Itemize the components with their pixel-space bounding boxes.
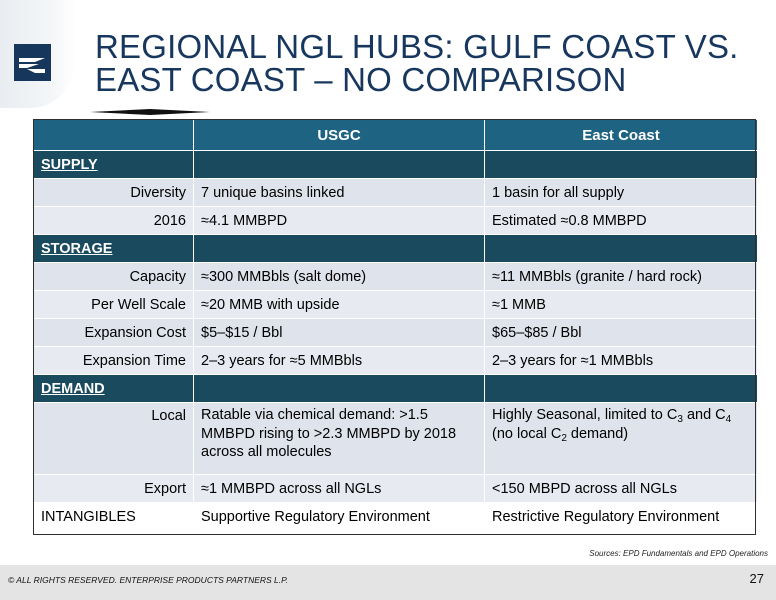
row-label: INTANGIBLES bbox=[33, 502, 194, 531]
east-cell: Restrictive Regulatory Environment bbox=[484, 502, 758, 531]
row-label: Local bbox=[33, 402, 194, 475]
section-blank-cell bbox=[484, 374, 758, 403]
section-row-demand: DEMAND bbox=[33, 374, 758, 403]
table-row: Export ≈1 MMBPD across all NGLs <150 MBP… bbox=[33, 474, 758, 503]
section-row-storage: STORAGE bbox=[33, 234, 758, 263]
page-number: 27 bbox=[749, 571, 764, 586]
section-blank-cell bbox=[193, 150, 485, 179]
header-east-coast: East Coast bbox=[484, 119, 758, 151]
east-cell: <150 MBPD across all NGLs bbox=[484, 474, 758, 503]
table-row: Per Well Scale ≈20 MMB with upside ≈1 MM… bbox=[33, 290, 758, 319]
subscript: 2 bbox=[561, 432, 567, 444]
section-row-supply: SUPPLY bbox=[33, 150, 758, 179]
east-text: and C bbox=[682, 407, 726, 423]
row-label: Diversity bbox=[33, 178, 194, 207]
sources-note: Sources: EPD Fundamentals and EPD Operat… bbox=[589, 549, 768, 558]
east-cell: Highly Seasonal, limited to C3 and C4 (no… bbox=[484, 402, 758, 475]
east-cell: ≈11 MMBbls (granite / hard rock) bbox=[484, 262, 758, 291]
east-text: (no local C bbox=[492, 425, 562, 442]
section-blank-cell bbox=[484, 234, 758, 263]
east-cell: Estimated ≈0.8 MMBPD bbox=[484, 206, 758, 235]
header-usgc: USGC bbox=[193, 119, 485, 151]
east-text: demand) bbox=[566, 425, 629, 442]
usgc-cell: Ratable via chemical demand: >1.5 MMBPD … bbox=[193, 402, 485, 475]
usgc-cell: ≈4.1 MMBPD bbox=[193, 206, 485, 235]
section-label-supply: SUPPLY bbox=[33, 150, 194, 179]
east-cell: 1 basin for all supply bbox=[484, 178, 758, 207]
title-underline bbox=[90, 109, 210, 115]
section-blank-cell bbox=[484, 150, 758, 179]
east-cell: 2–3 years for ≈1 MMBbls bbox=[484, 346, 758, 375]
subscript: 4 bbox=[725, 414, 732, 425]
section-label-demand: DEMAND bbox=[33, 374, 194, 403]
title-line-1: REGIONAL NGL HUBS: GULF COAST VS. bbox=[95, 28, 739, 65]
table-row: 2016 ≈4.1 MMBPD Estimated ≈0.8 MMBPD bbox=[33, 206, 758, 235]
usgc-cell: 7 unique basins linked bbox=[193, 178, 485, 207]
subscript: 3 bbox=[677, 414, 683, 425]
usgc-cell: $5–$15 / Bbl bbox=[193, 318, 485, 347]
usgc-cell: ≈20 MMB with upside bbox=[193, 290, 485, 319]
row-label: 2016 bbox=[33, 206, 194, 235]
lightning-logo-icon bbox=[19, 58, 45, 73]
row-label: Capacity bbox=[33, 262, 194, 291]
table-row: Expansion Cost $5–$15 / Bbl $65–$85 / Bb… bbox=[33, 318, 758, 347]
section-blank-cell bbox=[193, 374, 485, 403]
usgc-cell: Supportive Regulatory Environment bbox=[193, 502, 485, 531]
row-label: Export bbox=[33, 474, 194, 503]
table-row: INTANGIBLES Supportive Regulatory Enviro… bbox=[33, 502, 758, 531]
table-header-row: USGC East Coast bbox=[33, 119, 758, 151]
row-label: Per Well Scale bbox=[33, 290, 194, 319]
company-logo bbox=[14, 44, 51, 81]
table-row: Diversity 7 unique basins linked 1 basin… bbox=[33, 178, 758, 207]
copyright-text: © ALL RIGHTS RESERVED. ENTERPRISE PRODUC… bbox=[8, 575, 289, 585]
header-blank-cell bbox=[33, 119, 194, 151]
title-line-2: EAST COAST – NO COMPARISON bbox=[95, 61, 627, 98]
table-row: Capacity ≈300 MMBbls (salt dome) ≈11 MMB… bbox=[33, 262, 758, 291]
footer-bar bbox=[0, 565, 776, 600]
east-text: Highly Seasonal, limited to C bbox=[492, 407, 678, 423]
table-row: Expansion Time 2–3 years for ≈5 MMBbls 2… bbox=[33, 346, 758, 375]
page-title: REGIONAL NGL HUBS: GULF COAST VS. EAST C… bbox=[95, 30, 739, 96]
east-cell: ≈1 MMB bbox=[484, 290, 758, 319]
usgc-cell: ≈300 MMBbls (salt dome) bbox=[193, 262, 485, 291]
row-label: Expansion Cost bbox=[33, 318, 194, 347]
comparison-table: USGC East Coast SUPPLY Diversity 7 uniqu… bbox=[33, 119, 758, 531]
row-label: Expansion Time bbox=[33, 346, 194, 375]
usgc-cell: 2–3 years for ≈5 MMBbls bbox=[193, 346, 485, 375]
section-blank-cell bbox=[193, 234, 485, 263]
table-row: Local Ratable via chemical demand: >1.5 … bbox=[33, 402, 758, 475]
usgc-cell: ≈1 MMBPD across all NGLs bbox=[193, 474, 485, 503]
section-label-storage: STORAGE bbox=[33, 234, 194, 263]
east-cell: $65–$85 / Bbl bbox=[484, 318, 758, 347]
